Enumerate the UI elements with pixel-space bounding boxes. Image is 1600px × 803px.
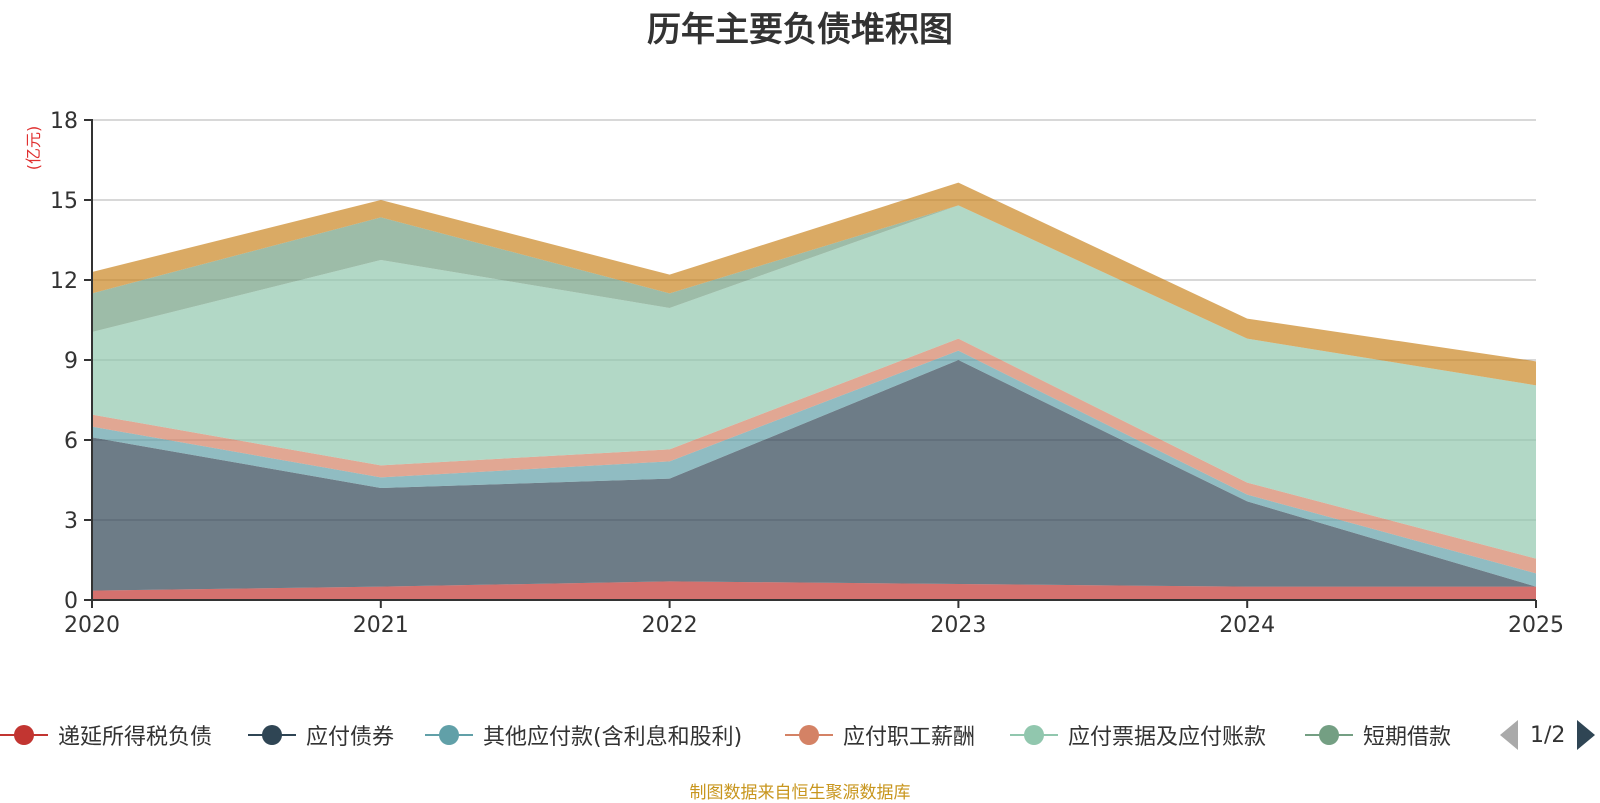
y-tick-label: 9 [64, 349, 78, 374]
axes: 0 3 6 9 12 15 18 2020 2021 2022 2023 2024 2025 [50, 109, 1564, 638]
legend-marker-icon [1010, 718, 1058, 752]
y-tick-label: 6 [64, 429, 78, 454]
data-source-note: 制图数据来自恒生聚源数据库 [689, 783, 911, 803]
y-tick-label: 18 [50, 109, 78, 134]
x-tick-label: 2024 [1219, 613, 1275, 638]
legend-page-indicator: 1/2 [1530, 722, 1566, 748]
area-series [92, 182, 1536, 600]
legend-marker-icon [785, 718, 833, 752]
y-tick-label: 12 [50, 269, 78, 294]
legend-label: 递延所得税负债 [58, 725, 213, 750]
legend-pager: 1/2 [1500, 718, 1596, 752]
legend-label: 应付票据及应付账款 [1068, 725, 1267, 750]
y-tick-label: 3 [64, 509, 78, 534]
x-tick-label: 2025 [1508, 613, 1564, 638]
x-tick-label: 2022 [642, 613, 698, 638]
legend-marker-icon [425, 718, 473, 752]
legend-label: 应付债券 [306, 725, 395, 750]
x-tick-label: 2023 [930, 613, 986, 638]
area-series-短期借款[interactable] [92, 205, 1536, 386]
x-tick-label: 2021 [353, 613, 409, 638]
legend-marker-icon [248, 718, 296, 752]
legend-item[interactable]: 应付票据及应付账款 [1010, 718, 1266, 752]
area-series-应付债券[interactable] [92, 360, 1536, 591]
y-tick-label: 0 [64, 589, 78, 614]
legend-label: 其他应付款(含利息和股利) [483, 725, 743, 750]
legend: 递延所得税负债 应付债券 其他应付款(含利息和股利) 应付职工薪酬 应付票据及应付账款 短… [0, 718, 1600, 752]
legend-label: 应付职工薪酬 [843, 725, 976, 750]
legend-item[interactable]: 短期借款 [1305, 718, 1451, 752]
y-tick-label: 15 [50, 189, 78, 214]
legend-prev-page-icon[interactable] [1500, 720, 1518, 750]
legend-label: 短期借款 [1363, 725, 1452, 750]
legend-item[interactable]: 应付债券 [248, 718, 394, 752]
legend-next-page-icon[interactable] [1577, 720, 1596, 750]
legend-item[interactable]: 递延所得税负债 [0, 718, 212, 752]
stacked-area-chart: 0 3 6 9 12 15 18 2020 2021 2022 2023 2024 2025 [50, 109, 1564, 638]
legend-item[interactable]: 其他应付款(含利息和股利) [425, 718, 742, 752]
legend-item[interactable]: 应付职工薪酬 [785, 718, 975, 752]
area-series-合同负债[interactable] [92, 182, 1536, 386]
legend-marker-icon [1305, 718, 1353, 752]
chart-title: 历年主要负债堆积图 [647, 10, 953, 50]
x-tick-label: 2020 [64, 613, 120, 638]
area-series-递延所得税负债[interactable] [92, 581, 1536, 600]
legend-marker-icon [0, 718, 48, 752]
area-series-应付票据及应付账款[interactable] [92, 205, 1536, 559]
